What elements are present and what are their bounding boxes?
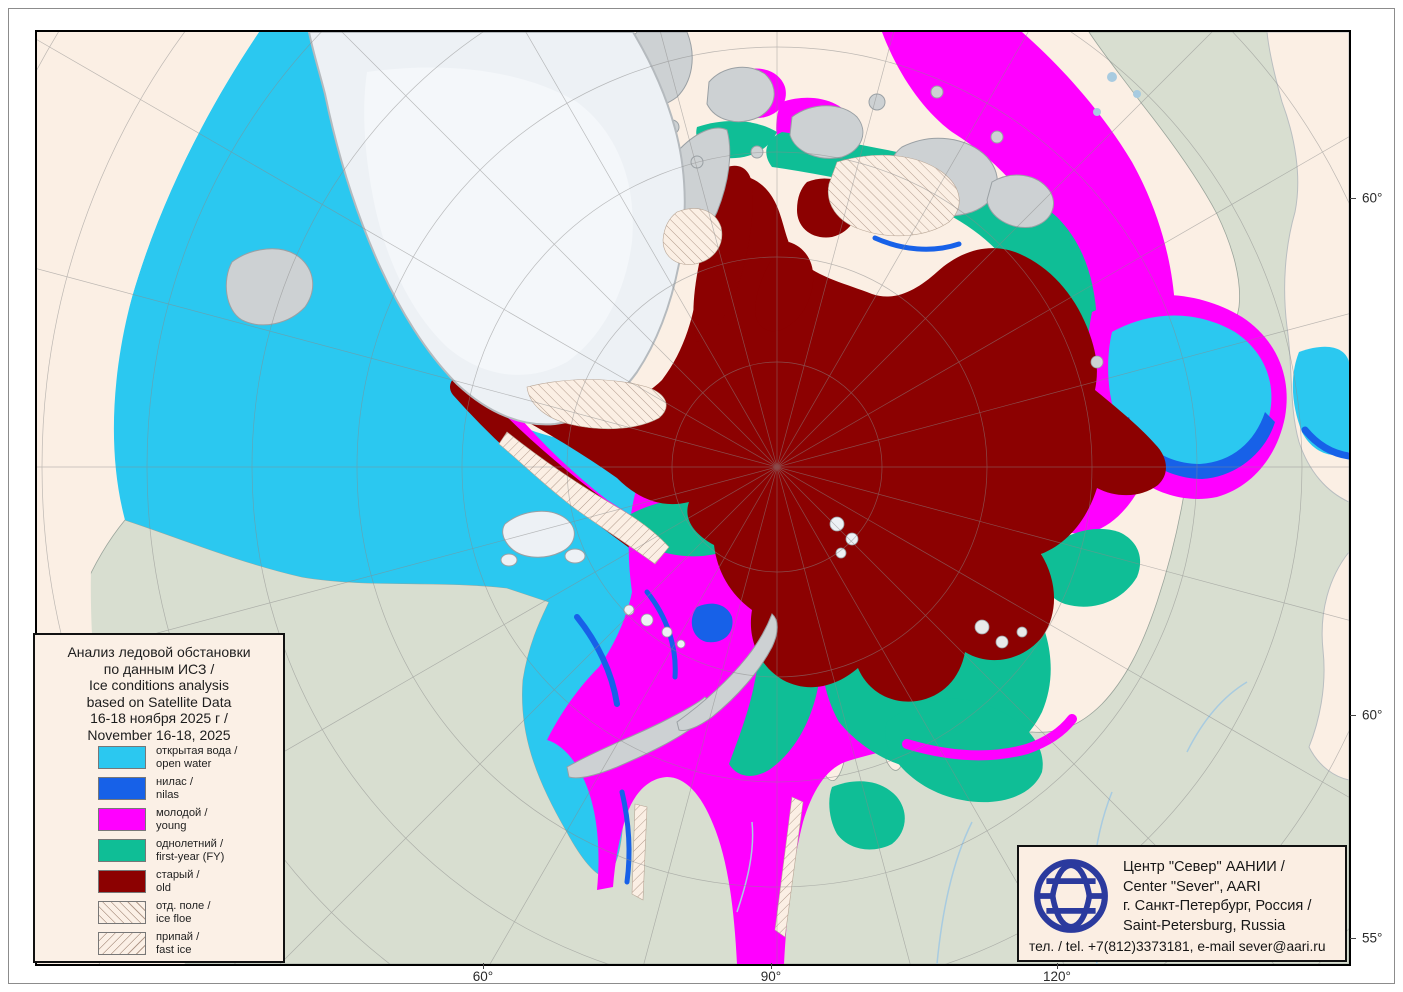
legend-row-nilas: нилас / nilas [98, 776, 283, 801]
hatch-ne-greenland-floe [526, 379, 667, 430]
info-org-lines: Центр "Север" ААНИИ / Center "Sever", AA… [1123, 859, 1312, 934]
swatch-fast-ice-hatch-icon [98, 932, 146, 955]
legend-row-ice-floe: отд. поле / ice floe [98, 900, 283, 925]
arctic-ice-map [37, 32, 1349, 964]
graticule [37, 32, 1349, 964]
region-young-laptev-coast [902, 714, 1077, 761]
swatch-old [98, 870, 146, 893]
region-nilas-east-edge [1301, 426, 1349, 460]
lat-tick [1350, 715, 1356, 716]
hatch-ob-fastice1 [631, 803, 648, 901]
swatch-young [98, 808, 146, 831]
lon-tick [483, 963, 484, 969]
hatch-qei-west-floe [662, 208, 723, 265]
region-fy-channels-chukchi-strip [766, 132, 1098, 547]
lon-label-120: 120° [1043, 969, 1071, 984]
swatch-nilas [98, 777, 146, 800]
legend-row-open-water: открытая вода / open water [98, 745, 283, 770]
legend-row-young: молодой / young [98, 807, 283, 832]
lon-tick [771, 963, 772, 969]
region-fy-south-kara [829, 781, 905, 850]
swatch-ice-floe-hatch-icon [98, 901, 146, 924]
island-wrangel [1090, 355, 1104, 369]
hatch-se-greenland-fastice [498, 431, 670, 565]
legend-title-line: based on Satellite Data [86, 693, 232, 710]
hatch-qei-floe [827, 154, 960, 237]
legend-title-line: 16-18 ноября 2025 г / [90, 710, 228, 726]
legend-box: Анализ ледовой обстановки по данным ИСЗ … [33, 633, 285, 963]
legend-row-old: старый / old [98, 869, 283, 894]
aari-globe-icon [1034, 859, 1108, 933]
lakes [1093, 72, 1141, 116]
region-old-qei-blob2 [755, 242, 814, 332]
legend-title-line: по данным ИСЗ / [103, 660, 215, 677]
lat-tick [1350, 198, 1356, 199]
hatch-ob-fastice2 [774, 796, 804, 938]
info-box: Центр "Север" ААНИИ / Center "Sever", AA… [1017, 845, 1347, 962]
island-severnaya-zemlya [829, 516, 859, 559]
lon-label-60: 60° [472, 969, 494, 984]
legend-row-fast-ice: припай / fast ice [98, 931, 283, 956]
region-open-water-bering [1108, 315, 1272, 472]
lat-label-60-lower: 60° [1362, 707, 1383, 723]
legend-title-line: November 16-18, 2025 [87, 726, 231, 743]
legend-title-line: Анализ ледовой обстановки [67, 644, 251, 660]
region-cream-pocket-east [1308, 551, 1349, 781]
swatch-first-year [98, 839, 146, 862]
lon-tick [1057, 963, 1058, 969]
legend-title-line: Ice conditions analysis [88, 677, 230, 693]
legend-row-first-year: однолетний / first-year (FY) [98, 838, 283, 863]
lat-label-60-upper: 60° [1362, 190, 1383, 206]
info-contact-line: тел. / tel. +7(812)3373181, e-mail sever… [1029, 939, 1326, 954]
legend-rows: открытая вода / open water нилас / nilas м… [35, 745, 283, 956]
region-greenland-icecore [364, 67, 633, 375]
region-fy-below-prong [1039, 528, 1141, 607]
region-old-main-pack [455, 175, 1166, 702]
region-nilas-whitesea [574, 614, 620, 707]
lat-tick [1350, 938, 1356, 939]
region-nilas-ob [619, 789, 632, 885]
region-nilas-kara-patch [691, 603, 733, 643]
lat-label-55: 55° [1362, 930, 1383, 946]
lon-label-90: 90° [760, 969, 782, 984]
swatch-open-water [98, 746, 146, 769]
island-svalbard-group [500, 510, 586, 567]
region-old-nares-column [693, 165, 753, 342]
island-new-siberian [974, 619, 1028, 649]
region-nilas-island-fringe [872, 235, 962, 252]
legend-title: Анализ ледовой обстановки по данным ИСЗ … [35, 635, 283, 743]
